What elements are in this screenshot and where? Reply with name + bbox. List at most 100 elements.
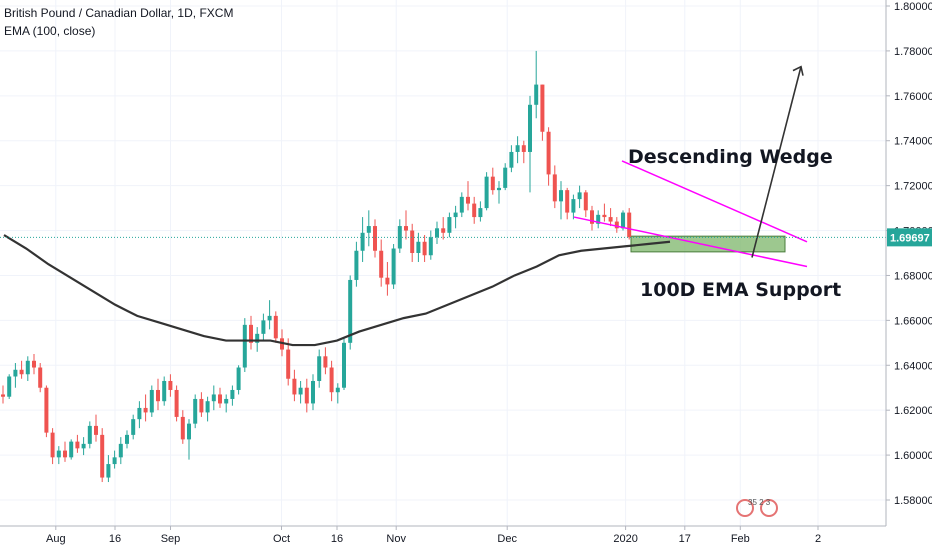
- candle-body: [453, 212, 458, 218]
- candle-body: [1, 394, 5, 397]
- candle-body: [162, 380, 167, 402]
- candle-body: [534, 84, 539, 105]
- current-price-tag-label: 1.69697: [890, 232, 930, 244]
- candle-body: [627, 212, 632, 238]
- price-tick-label: 1.62000: [894, 405, 932, 417]
- grid: [0, 0, 886, 526]
- time-tick-label: Sep: [161, 533, 181, 545]
- candle-body: [112, 457, 117, 465]
- candle-body: [199, 398, 204, 413]
- candle-body: [267, 315, 272, 321]
- time-tick-label: 17: [679, 533, 691, 545]
- candle-body: [559, 190, 563, 202]
- candle-body: [131, 419, 136, 435]
- candle-body: [149, 389, 154, 413]
- candle-body: [515, 145, 520, 152]
- price-tick-label: 1.72000: [894, 181, 932, 193]
- candle-body: [50, 432, 55, 458]
- price-axis[interactable]: 1.800001.780001.760001.740001.720001.700…: [885, 0, 932, 526]
- candle-body: [211, 394, 216, 402]
- symbol-title[interactable]: British Pound / Canadian Dollar, 1D, FXC…: [4, 6, 234, 20]
- candle-body: [571, 199, 576, 213]
- current-price-tag: [887, 228, 932, 247]
- candle-body: [546, 131, 551, 175]
- candle-body: [180, 416, 185, 440]
- candle-body: [528, 104, 532, 152]
- candle-body: [608, 217, 613, 222]
- time-tick-label: 2: [815, 533, 821, 545]
- price-tick-label: 1.80000: [894, 1, 932, 13]
- projection-arrow-line: [751, 66, 802, 258]
- candle-body: [298, 387, 303, 395]
- candle-body: [69, 441, 74, 458]
- candle-body: [416, 241, 421, 253]
- candle-body: [503, 167, 508, 188]
- time-tick-label: 2020: [613, 533, 637, 545]
- arrow-head-icon: [792, 65, 804, 76]
- candle-body: [218, 394, 222, 404]
- price-tick-label: 1.76000: [894, 91, 932, 103]
- candle-body: [621, 212, 625, 229]
- candle-body: [354, 250, 359, 280]
- price-tick-label: 1.58000: [894, 495, 932, 507]
- candle-body: [435, 228, 439, 238]
- ema-100-line: [3, 234, 671, 347]
- candle-body: [602, 214, 607, 218]
- candle-body: [261, 320, 266, 334]
- candle-body: [509, 151, 514, 168]
- candle-body: [292, 378, 297, 395]
- candle-body: [106, 464, 111, 478]
- candle-body: [373, 226, 377, 251]
- price-tick-label: 1.78000: [894, 46, 932, 58]
- candle-body: [230, 389, 235, 399]
- candle-body: [540, 84, 545, 132]
- candle-body: [118, 443, 123, 458]
- candle-body: [125, 434, 129, 444]
- candle-body: [590, 210, 594, 224]
- time-tick-label: 16: [109, 533, 121, 545]
- candle-body: [348, 279, 353, 343]
- candle-body: [81, 443, 86, 449]
- drawings: [573, 65, 808, 268]
- candle-body: [137, 407, 142, 420]
- candle-body: [87, 425, 92, 444]
- candle-body: [143, 407, 148, 413]
- candle-body: [286, 349, 291, 379]
- candle-body: [478, 208, 483, 218]
- price-tick-label: 1.68000: [894, 270, 932, 282]
- support-zone: [630, 235, 786, 253]
- candle-body: [242, 324, 247, 368]
- candle-body: [583, 192, 588, 211]
- candle-body: [75, 441, 80, 449]
- candle-body: [32, 360, 36, 368]
- candle-body: [236, 367, 241, 390]
- candle-body: [63, 450, 67, 458]
- candle-body: [100, 434, 105, 478]
- candle-body: [422, 241, 427, 256]
- price-tick-label: 1.74000: [894, 136, 932, 148]
- candle-body: [565, 190, 570, 213]
- candle-body: [360, 232, 365, 251]
- candle-body: [614, 221, 619, 229]
- price-tick-label: 1.60000: [894, 450, 932, 462]
- candle-body: [335, 387, 340, 393]
- time-tick-label: Feb: [731, 533, 750, 545]
- svg-text:35 2 3: 35 2 3: [748, 498, 771, 507]
- candle-body: [521, 145, 526, 152]
- candle-body: [187, 423, 191, 440]
- candle-body: [466, 196, 470, 204]
- time-axis[interactable]: Aug 16 Sep Oct 16 Nov Dec 2020 17 Feb 2: [0, 525, 886, 545]
- candle-body: [311, 380, 315, 404]
- candle-body: [366, 226, 371, 233]
- candle-body: [273, 315, 278, 339]
- wedge-upper-line: [621, 160, 808, 243]
- candle-body: [44, 387, 49, 433]
- candle-body: [428, 237, 433, 256]
- time-tick-label: Oct: [273, 533, 290, 545]
- candle-body: [323, 356, 328, 368]
- time-tick-label: Nov: [386, 533, 406, 545]
- indicator-label[interactable]: EMA (100, close): [4, 24, 96, 38]
- candle-body: [7, 376, 12, 397]
- tradingview-logo-icon: 35 2 3: [736, 498, 778, 517]
